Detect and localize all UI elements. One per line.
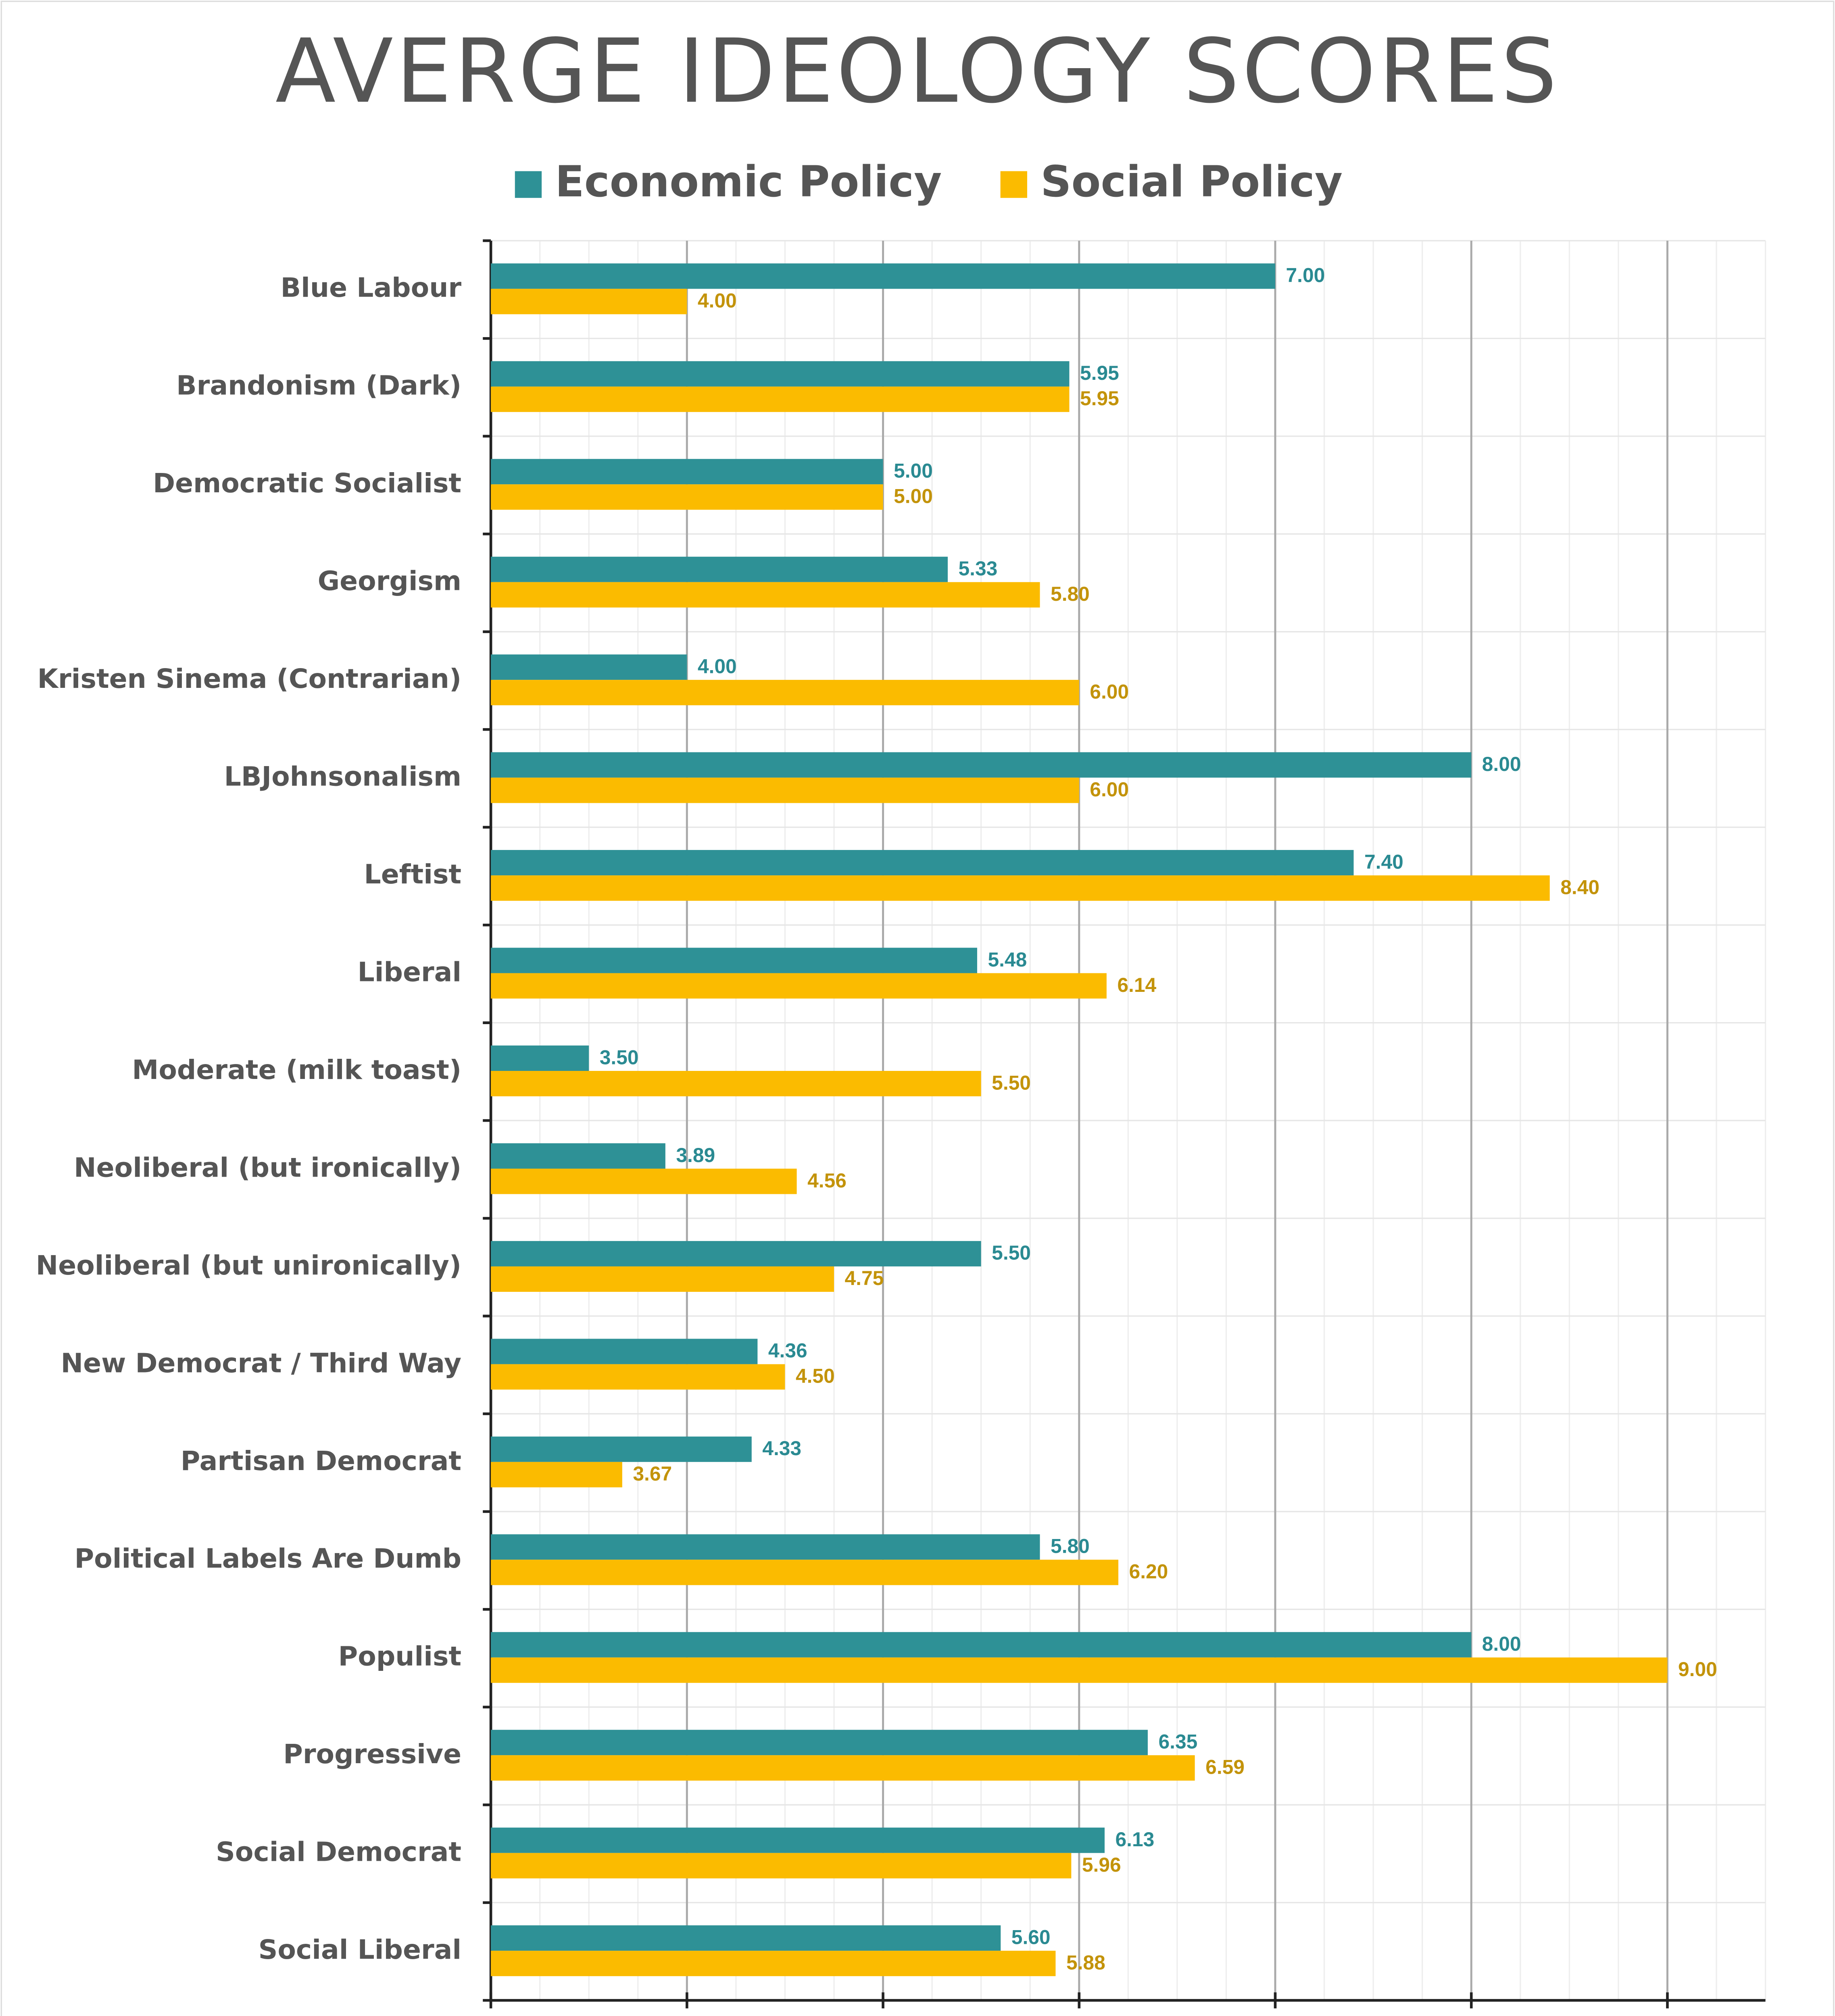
bar xyxy=(491,1951,1056,1976)
bar xyxy=(491,1071,981,1097)
legend-label: Economic Policy xyxy=(555,157,942,207)
value-label: 5.96 xyxy=(1082,1854,1121,1876)
value-label: 5.33 xyxy=(959,557,998,580)
value-label: 6.35 xyxy=(1158,1731,1197,1753)
bar xyxy=(491,1730,1148,1756)
value-label: 6.20 xyxy=(1129,1560,1168,1583)
bar xyxy=(491,1657,1668,1683)
value-label: 5.50 xyxy=(992,1071,1031,1094)
value-label: 8.00 xyxy=(1482,1633,1521,1655)
value-label: 5.80 xyxy=(1051,1535,1090,1558)
bar xyxy=(491,1436,752,1462)
value-label: 5.95 xyxy=(1080,387,1119,410)
bar xyxy=(491,1143,665,1169)
bar xyxy=(491,289,687,314)
category-label: Liberal xyxy=(358,956,462,987)
value-label: 5.95 xyxy=(1080,362,1119,384)
value-label: 3.50 xyxy=(600,1046,639,1068)
bar xyxy=(491,459,883,485)
bar xyxy=(491,1339,758,1364)
category-label: Brandonism (Dark) xyxy=(176,370,461,401)
value-label: 6.13 xyxy=(1116,1828,1155,1851)
value-label: 4.56 xyxy=(807,1169,847,1192)
bar xyxy=(491,1632,1472,1658)
bar xyxy=(491,1266,834,1292)
category-label: Neoliberal (but unironically) xyxy=(36,1250,461,1281)
value-label: 8.40 xyxy=(1560,876,1599,898)
value-label: 6.59 xyxy=(1205,1756,1245,1779)
bar xyxy=(491,1755,1195,1781)
bar xyxy=(491,948,977,973)
bar xyxy=(491,777,1079,803)
value-label: 5.50 xyxy=(992,1241,1031,1264)
bar xyxy=(491,680,1079,706)
bar xyxy=(491,752,1472,778)
bar xyxy=(491,361,1070,387)
category-label: Neoliberal (but ironically) xyxy=(74,1152,461,1183)
bar xyxy=(491,556,948,582)
category-label: Blue Labour xyxy=(281,272,462,303)
bar xyxy=(491,1534,1040,1560)
value-label: 5.48 xyxy=(988,948,1027,971)
value-label: 6.14 xyxy=(1117,974,1156,996)
value-label: 3.67 xyxy=(633,1462,672,1485)
value-label: 7.00 xyxy=(1286,264,1325,287)
value-label: 6.00 xyxy=(1090,680,1129,703)
bar xyxy=(491,1168,797,1194)
category-label: Democratic Socialist xyxy=(153,467,461,499)
chart-title: AVERGE IDEOLOGY SCORES xyxy=(275,20,1560,123)
bar xyxy=(491,582,1040,608)
legend-swatch xyxy=(515,171,542,198)
category-label: Kristen Sinema (Contrarian) xyxy=(38,663,461,694)
bar xyxy=(491,386,1070,412)
category-label: Social Democrat xyxy=(216,1836,461,1868)
value-label: 4.00 xyxy=(698,655,737,677)
category-label: Populist xyxy=(338,1641,461,1672)
category-label: Georgism xyxy=(318,565,461,597)
value-label: 4.33 xyxy=(762,1437,801,1460)
value-label: 8.00 xyxy=(1482,753,1521,775)
bar xyxy=(491,1925,1001,1951)
value-label: 4.50 xyxy=(796,1365,835,1387)
value-label: 5.80 xyxy=(1051,583,1090,605)
value-label: 5.00 xyxy=(894,485,933,508)
bar xyxy=(491,1853,1072,1879)
bar xyxy=(491,484,883,510)
bar xyxy=(491,875,1550,901)
bar xyxy=(491,263,1275,289)
category-label: Social Liberal xyxy=(259,1934,462,1965)
value-label: 4.36 xyxy=(768,1339,807,1362)
category-label: Partisan Democrat xyxy=(181,1445,461,1477)
legend-label: Social Policy xyxy=(1041,157,1343,207)
bar xyxy=(491,654,687,680)
value-label: 4.00 xyxy=(698,289,737,312)
value-label: 4.75 xyxy=(845,1267,884,1289)
category-label: New Democrat / Third Way xyxy=(61,1347,462,1379)
category-label: Progressive xyxy=(283,1738,461,1770)
value-label: 5.60 xyxy=(1011,1926,1051,1948)
category-label: LBJohnsonalism xyxy=(224,761,461,792)
value-label: 7.40 xyxy=(1364,850,1403,873)
bar xyxy=(491,973,1107,999)
value-label: 5.88 xyxy=(1066,1951,1105,1974)
value-label: 3.89 xyxy=(676,1144,715,1166)
bar xyxy=(491,1827,1105,1853)
value-label: 5.00 xyxy=(894,460,933,482)
bar xyxy=(491,1045,589,1071)
bar xyxy=(491,1462,622,1487)
bar xyxy=(491,1241,981,1266)
bar xyxy=(491,1560,1119,1585)
value-label: 9.00 xyxy=(1678,1658,1717,1681)
category-label: Moderate (milk toast) xyxy=(132,1054,461,1085)
bar xyxy=(491,1364,785,1390)
category-label: Leftist xyxy=(364,858,461,890)
legend-swatch xyxy=(1000,171,1027,198)
bar xyxy=(491,850,1354,876)
value-label: 6.00 xyxy=(1090,778,1129,801)
category-label: Political Labels Are Dumb xyxy=(75,1543,462,1574)
